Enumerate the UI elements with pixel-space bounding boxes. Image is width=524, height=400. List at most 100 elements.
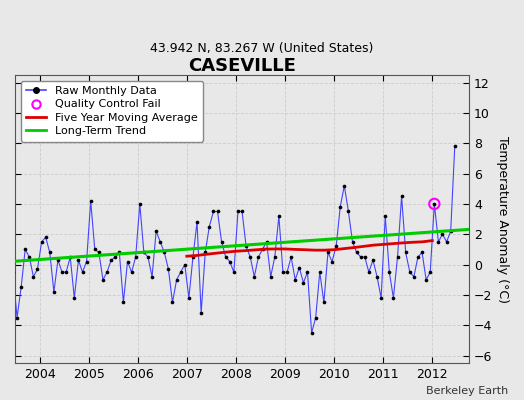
Point [361, 254, 369, 260]
Point [34, 266, 42, 272]
Point [275, 213, 283, 219]
Point [82, 258, 91, 265]
Point [324, 249, 332, 256]
Point [377, 295, 385, 301]
Text: 43.942 N, 83.267 W (United States): 43.942 N, 83.267 W (United States) [150, 42, 374, 55]
Point [258, 246, 267, 252]
Point [410, 274, 418, 280]
Title: CASEVILLE: CASEVILLE [188, 57, 296, 75]
Point [332, 243, 341, 250]
Point [340, 182, 348, 189]
Point [418, 249, 426, 256]
Legend: Raw Monthly Data, Quality Control Fail, Five Year Moving Average, Long-Term Tren: Raw Monthly Data, Quality Control Fail, … [20, 80, 203, 142]
Point [86, 198, 95, 204]
Point [148, 274, 156, 280]
Point [430, 201, 439, 207]
Point [50, 289, 58, 295]
Point [397, 193, 406, 200]
Point [181, 261, 189, 268]
Point [213, 208, 222, 215]
Point [263, 239, 271, 245]
Point [201, 249, 210, 256]
Point [406, 269, 414, 275]
Point [91, 246, 99, 252]
Point [25, 254, 34, 260]
Point [5, 258, 13, 265]
Point [315, 269, 324, 275]
Point [381, 213, 389, 219]
Point [217, 239, 226, 245]
Point [438, 231, 446, 238]
Point [230, 269, 238, 275]
Point [328, 258, 336, 265]
Point [1, 249, 9, 256]
Point [0, 243, 1, 250]
Point [9, 269, 17, 275]
Point [184, 295, 193, 301]
Point [156, 239, 165, 245]
Point [152, 228, 160, 234]
Point [58, 269, 66, 275]
Point [303, 269, 312, 275]
Point [279, 269, 287, 275]
Text: Berkeley Earth: Berkeley Earth [426, 386, 508, 396]
Point [287, 254, 296, 260]
Point [193, 219, 201, 225]
Point [336, 204, 344, 210]
Point [54, 257, 62, 263]
Point [66, 254, 74, 260]
Point [283, 269, 291, 275]
Point [222, 254, 230, 260]
Point [127, 269, 136, 275]
Point [238, 208, 246, 215]
Point [144, 254, 152, 260]
Point [74, 257, 83, 263]
Point [119, 299, 127, 306]
Point [189, 254, 197, 260]
Point [107, 257, 115, 263]
Point [267, 274, 275, 280]
Point [414, 254, 422, 260]
Point [234, 208, 242, 215]
Point [320, 299, 328, 306]
Point [389, 295, 398, 301]
Point [140, 249, 148, 256]
Point [291, 276, 299, 283]
Point [95, 249, 103, 256]
Point [385, 269, 394, 275]
Point [311, 314, 320, 321]
Point [177, 269, 185, 275]
Point [160, 249, 169, 256]
Point [41, 234, 50, 240]
Point [13, 314, 21, 321]
Point [430, 201, 439, 207]
Point [344, 208, 353, 215]
Point [164, 266, 172, 272]
Point [209, 208, 217, 215]
Point [168, 299, 177, 306]
Point [451, 143, 459, 150]
Point [426, 269, 434, 275]
Y-axis label: Temperature Anomaly (°C): Temperature Anomaly (°C) [496, 136, 509, 302]
Point [103, 269, 111, 275]
Point [250, 274, 258, 280]
Point [352, 249, 361, 256]
Point [299, 280, 308, 286]
Point [205, 224, 213, 230]
Point [78, 269, 86, 275]
Point [123, 258, 132, 265]
Point [17, 284, 25, 290]
Point [46, 249, 54, 256]
Point [62, 269, 70, 275]
Point [172, 276, 181, 283]
Point [111, 254, 119, 260]
Point [246, 254, 255, 260]
Point [242, 243, 250, 250]
Point [394, 254, 402, 260]
Point [197, 310, 205, 316]
Point [29, 274, 38, 280]
Point [115, 249, 124, 256]
Point [422, 276, 430, 283]
Point [99, 276, 107, 283]
Point [226, 258, 234, 265]
